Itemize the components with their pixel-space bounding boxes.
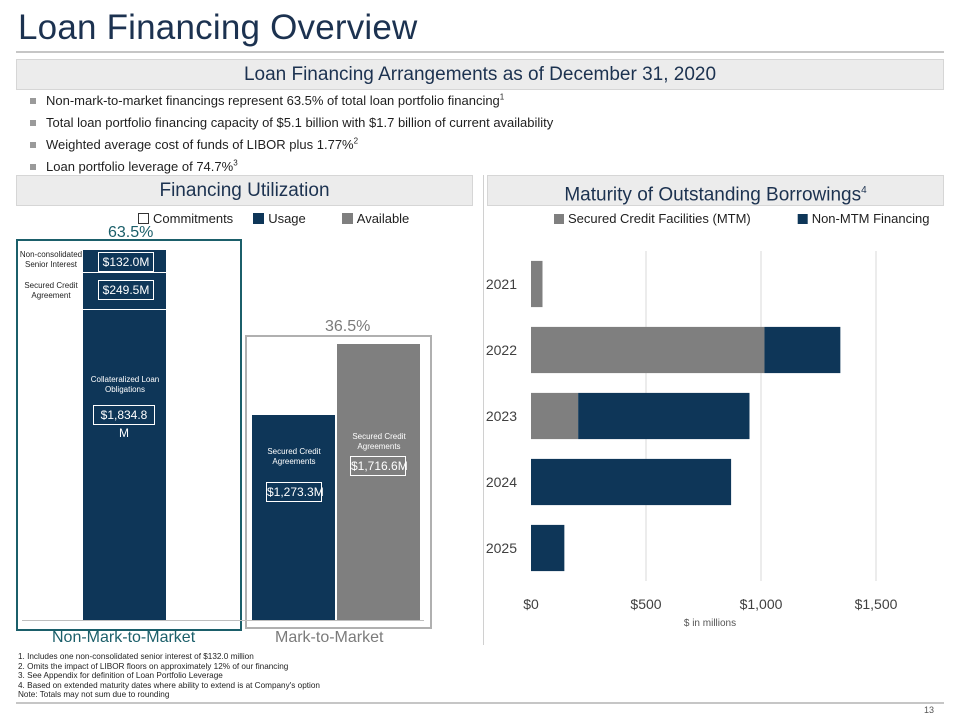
legend-swatch — [341, 213, 353, 224]
footnote-ref: 2 — [353, 136, 359, 146]
sca-usage-value: $1,273.3M — [266, 482, 324, 502]
legend-swatch — [253, 213, 265, 224]
bullet-item: Loan portfolio leverage of 74.7%3 — [30, 156, 930, 178]
nmtm-commitments-frame — [16, 239, 242, 631]
segment-divider — [83, 272, 166, 273]
mtm-category-label: Mark-to-Market — [275, 629, 384, 646]
x-tick-label: $1,000 — [740, 596, 783, 612]
category-label: 2022 — [486, 342, 517, 358]
page-title: Loan Financing Overview — [18, 8, 418, 47]
legend-item-available: Available — [341, 211, 409, 226]
arrangements-bullets: Non-mark-to-market financings represent … — [30, 90, 930, 178]
mtm-usage-bar — [252, 415, 335, 620]
utilization-baseline — [22, 620, 424, 621]
nmtm-usage-bar — [83, 250, 166, 620]
footnote-ref: 4 — [861, 185, 867, 196]
category-label: 2024 — [486, 474, 517, 490]
bullet-item: Weighted average cost of funds of LIBOR … — [30, 134, 930, 156]
x-axis-label: $ in millions — [684, 618, 736, 629]
footnotes: 1. Includes one non-consolidated senior … — [18, 652, 320, 700]
bullet-item: Non-mark-to-market financings represent … — [30, 90, 930, 112]
clo-label: Collateralized Loan Obligations — [90, 375, 160, 394]
bar-segment — [531, 458, 732, 506]
bullet-item: Total loan portfolio financing capacity … — [30, 112, 930, 134]
segment-divider — [83, 309, 166, 310]
page-number: 13 — [924, 705, 935, 715]
secured-credit-label: Secured Credit Agreement — [24, 281, 78, 300]
clo-value: $1,834.8 M — [93, 405, 155, 440]
footnote: 4. Based on extended maturity dates wher… — [18, 680, 320, 690]
mtm-percentage: 36.5% — [325, 318, 371, 335]
nmtm-category-label: Non-Mark-to-Market — [52, 629, 196, 646]
category-label: 2021 — [486, 276, 517, 292]
bar-segment — [531, 260, 543, 308]
senior-interest-value: $132.0M — [98, 252, 154, 272]
bottom-divider — [16, 702, 944, 704]
utilization-heading: Financing Utilization — [16, 175, 473, 206]
column-divider — [483, 175, 484, 645]
bar-segment — [531, 326, 765, 374]
legend-swatch — [797, 214, 808, 224]
utilization-legend: Commitments Usage Available — [138, 211, 409, 226]
legend-swatch — [554, 214, 564, 224]
title-divider — [16, 51, 944, 53]
legend-item-usage: Usage — [253, 211, 306, 226]
category-label: 2025 — [486, 540, 517, 556]
bar-segment — [578, 392, 750, 440]
mtm-available-bar — [337, 344, 420, 620]
senior-interest-label: Non-consolidated Senior Interest — [19, 250, 83, 269]
footnote-ref: 1 — [499, 92, 505, 102]
secured-credit-value: $249.5M — [98, 280, 154, 300]
footnote: 2. Omits the impact of LIBOR floors on a… — [18, 661, 289, 671]
arrangements-heading: Loan Financing Arrangements as of Decemb… — [16, 59, 944, 90]
footnote: 3. See Appendix for definition of Loan P… — [18, 671, 223, 681]
category-label: 2023 — [486, 408, 517, 424]
mtm-commitments-frame — [245, 335, 432, 629]
sca-usage-label: Secured Credit Agreements — [267, 447, 321, 466]
legend-label: Secured Credit Facilities (MTM) — [568, 211, 751, 226]
footnote: Note: Totals may not sum due to rounding — [18, 690, 170, 700]
legend-label: Non-MTM Financing — [812, 211, 930, 226]
sca-available-label: Secured Credit Agreements — [352, 432, 406, 451]
legend-item-commitments: Commitments — [138, 211, 233, 226]
x-tick-label: $500 — [630, 596, 661, 612]
bar-segment — [531, 392, 579, 440]
sca-available-value: $1,716.6M — [350, 456, 408, 476]
maturity-heading: Maturity of Outstanding Borrowings4 — [487, 175, 944, 206]
x-tick-label: $1,500 — [855, 596, 898, 612]
bar-segment — [764, 326, 841, 374]
legend-swatch — [138, 213, 149, 224]
bar-segment — [531, 524, 565, 572]
x-tick-label: $0 — [523, 596, 539, 612]
nmtm-percentage: 63.5% — [108, 224, 154, 241]
footnote: 1. Includes one non-consolidated senior … — [18, 652, 254, 661]
footnote-ref: 3 — [233, 158, 238, 168]
maturity-chart: Secured Credit Facilities (MTM) Non-MTM F… — [486, 211, 930, 629]
